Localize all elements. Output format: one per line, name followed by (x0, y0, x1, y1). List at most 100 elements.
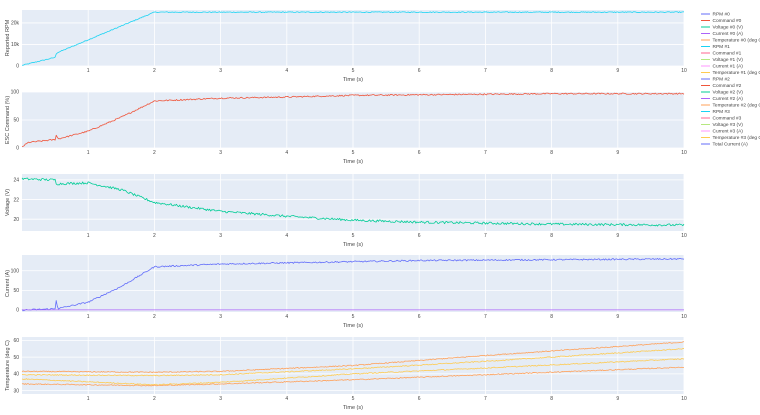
legend-label: Voltage #3 (V) (713, 122, 744, 128)
x-tick-label: 4 (285, 396, 288, 402)
y-tick-label: 20 (13, 217, 19, 223)
x-tick-label: 7 (484, 150, 487, 156)
legend-label: Temperature #2 (deg C) (713, 103, 760, 109)
x-tick-label: 3 (219, 233, 222, 239)
series-line (21, 358, 685, 386)
voltage-panel: 1 2 3 4 5 6 7 8 9 10 20 22 24 Time (s) Voltage (V) (5, 174, 687, 248)
x-axis-title: Time (s) (343, 323, 363, 329)
x-tick-label: 9 (616, 314, 619, 320)
legend-label: Voltage #0 (V) (713, 25, 744, 31)
x-tick-label: 2 (153, 150, 156, 156)
x-tick-label: 7 (484, 68, 487, 74)
x-tick-label: 9 (616, 396, 619, 402)
y-tick-label: 50 (13, 118, 19, 124)
y-tick-label: 50 (13, 288, 19, 294)
x-tick-label: 6 (418, 68, 421, 74)
x-tick-label: 3 (219, 314, 222, 320)
legend-label: RPM #1 (713, 44, 731, 50)
legend-item[interactable]: Current #0 (A) (701, 31, 743, 37)
legend-label: Temperature #3 (deg C) (713, 135, 760, 141)
x-tick-label: 7 (484, 233, 487, 239)
legend-item[interactable]: Command #1 (701, 51, 742, 57)
legend-item[interactable]: RPM #2 (701, 77, 730, 83)
rpm-panel: 1 2 3 4 5 6 7 8 9 10 0 10k 20k Time (s) Reported RPM (5, 10, 687, 83)
x-tick-label: 4 (285, 314, 288, 320)
legend-label: Current #1 (A) (713, 64, 744, 70)
legend-item[interactable]: Command #2 (701, 83, 742, 89)
x-tick-label: 3 (219, 396, 222, 402)
x-axis-title: Time (s) (343, 77, 363, 83)
x-tick-label: 6 (418, 396, 421, 402)
x-tick-label: 2 (153, 233, 156, 239)
legend-item[interactable]: Temperature #0 (deg C) (701, 38, 760, 44)
legend-item[interactable]: Temperature #1 (deg C) (701, 70, 760, 76)
x-tick-label: 5 (352, 396, 355, 402)
x-tick-label: 10 (681, 233, 687, 239)
y-tick-label: 10k (11, 42, 20, 48)
x-tick-label: 10 (681, 314, 687, 320)
legend-label: Command #2 (713, 83, 742, 89)
legend-item[interactable]: Voltage #3 (V) (701, 122, 743, 128)
legend-label: Voltage #1 (V) (713, 57, 744, 63)
series-line (21, 366, 685, 387)
legend-item[interactable]: Current #3 (A) (701, 129, 743, 135)
legend-item[interactable]: Voltage #0 (V) (701, 25, 743, 31)
legend-item[interactable]: Command #0 (701, 18, 742, 24)
x-tick-label: 1 (87, 233, 90, 239)
legend-item[interactable]: Voltage #1 (V) (701, 57, 743, 63)
legend-item[interactable]: Temperature #2 (deg C) (701, 103, 760, 109)
x-tick-label: 10 (681, 396, 687, 402)
legend-label: Current #0 (A) (713, 31, 744, 37)
y-tick-label: 20k (11, 21, 20, 27)
legend-label: Command #0 (713, 18, 742, 24)
x-tick-label: 8 (550, 233, 553, 239)
x-tick-label: 3 (219, 150, 222, 156)
temperature-panel: 1 2 3 4 5 6 7 8 9 10 30 40 50 60 Time (s) Temperature (… (5, 337, 687, 411)
y-tick-label: 100 (11, 90, 20, 96)
legend-label: RPM #2 (713, 77, 731, 83)
y-tick-label: 60 (13, 338, 19, 344)
x-tick-label: 8 (550, 68, 553, 74)
x-tick-label: 10 (681, 150, 687, 156)
x-tick-label: 8 (550, 150, 553, 156)
y-tick-label: 40 (13, 372, 19, 378)
y-axis-title: ESC Command (%) (5, 96, 11, 144)
series-line (21, 11, 685, 66)
x-tick-label: 3 (219, 68, 222, 74)
legend-item[interactable]: RPM #0 (701, 12, 730, 18)
legend-label: Voltage #2 (V) (713, 90, 744, 96)
series-line (21, 348, 685, 377)
legend-item[interactable]: Temperature #3 (deg C) (701, 135, 760, 141)
x-tick-label: 6 (418, 314, 421, 320)
legend-item[interactable]: Current #1 (A) (701, 64, 743, 70)
legend-item[interactable]: RPM #3 (701, 109, 730, 115)
y-axis-title: Current (A) (5, 270, 11, 297)
y-axis-title: Temperature (deg C) (5, 340, 11, 391)
y-tick-label: 100 (11, 268, 20, 274)
x-tick-label: 5 (352, 314, 355, 320)
legend-item[interactable]: Current #2 (A) (701, 96, 743, 102)
series-line (21, 92, 685, 148)
legend-item[interactable]: Total Current (A) (701, 142, 748, 148)
y-tick-label: 0 (16, 64, 19, 70)
legend-item[interactable]: RPM #1 (701, 44, 730, 50)
x-tick-label: 7 (484, 314, 487, 320)
legend-label: Command #1 (713, 51, 742, 57)
legend-label: Temperature #0 (deg C) (713, 38, 760, 44)
x-tick-label: 4 (285, 150, 288, 156)
y-axis-title: Voltage (V) (5, 189, 11, 216)
y-tick-label: 0 (16, 146, 19, 152)
legend-label: RPM #3 (713, 109, 731, 115)
x-tick-label: 2 (153, 396, 156, 402)
series-line (21, 341, 685, 374)
legend-item[interactable]: Command #3 (701, 116, 742, 122)
x-tick-label: 8 (550, 396, 553, 402)
legend-item[interactable]: Voltage #2 (V) (701, 90, 743, 96)
x-axis-title: Time (s) (343, 242, 363, 248)
x-tick-label: 5 (352, 68, 355, 74)
series-line (21, 257, 685, 312)
legend-label: RPM #0 (713, 12, 731, 18)
x-axis-title: Time (s) (343, 159, 363, 165)
legend-label: Temperature #1 (deg C) (713, 70, 760, 76)
x-tick-label: 9 (616, 233, 619, 239)
